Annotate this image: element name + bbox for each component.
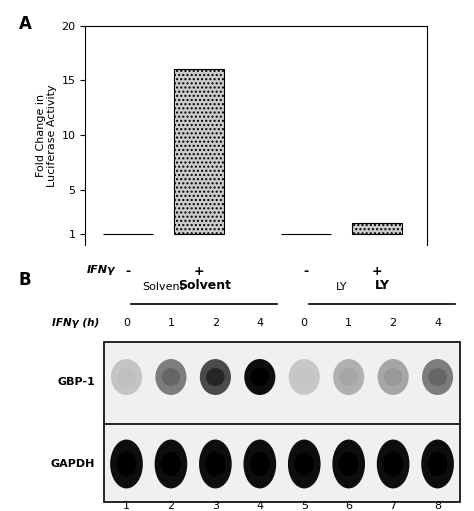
Text: IFNγ: IFNγ xyxy=(87,265,115,275)
Ellipse shape xyxy=(200,359,231,395)
Text: 5: 5 xyxy=(301,501,308,511)
Ellipse shape xyxy=(428,368,447,386)
Text: 1: 1 xyxy=(345,318,352,328)
Ellipse shape xyxy=(383,452,403,476)
Text: Solvent: Solvent xyxy=(178,280,231,292)
Ellipse shape xyxy=(378,359,409,395)
Y-axis label: Fold Change in
Luciferase Activity: Fold Change in Luciferase Activity xyxy=(36,84,57,187)
Ellipse shape xyxy=(206,452,225,476)
Ellipse shape xyxy=(206,368,225,386)
Ellipse shape xyxy=(339,368,358,386)
Text: 0: 0 xyxy=(123,318,130,328)
Ellipse shape xyxy=(289,359,320,395)
Text: 4: 4 xyxy=(434,318,441,328)
Ellipse shape xyxy=(117,368,136,386)
Ellipse shape xyxy=(155,439,187,489)
Text: -: - xyxy=(126,265,130,278)
Text: 3: 3 xyxy=(212,501,219,511)
Text: 0: 0 xyxy=(301,318,308,328)
Ellipse shape xyxy=(244,359,275,395)
Text: 4: 4 xyxy=(256,318,264,328)
Text: LY: LY xyxy=(336,282,347,292)
Ellipse shape xyxy=(117,452,137,476)
Ellipse shape xyxy=(250,368,269,386)
Bar xyxy=(352,223,401,234)
Ellipse shape xyxy=(294,452,314,476)
Text: A: A xyxy=(19,15,32,33)
Ellipse shape xyxy=(161,452,181,476)
Ellipse shape xyxy=(377,439,410,489)
Ellipse shape xyxy=(339,452,358,476)
Ellipse shape xyxy=(333,359,364,395)
Text: GAPDH: GAPDH xyxy=(50,459,95,469)
Ellipse shape xyxy=(250,452,270,476)
Ellipse shape xyxy=(199,439,232,489)
Ellipse shape xyxy=(110,439,143,489)
Ellipse shape xyxy=(162,368,180,386)
Text: 6: 6 xyxy=(345,501,352,511)
Text: -: - xyxy=(303,265,308,278)
Ellipse shape xyxy=(288,439,320,489)
Ellipse shape xyxy=(421,439,454,489)
Ellipse shape xyxy=(332,439,365,489)
Text: 4: 4 xyxy=(256,501,264,511)
Text: 8: 8 xyxy=(434,501,441,511)
Text: GBP-1: GBP-1 xyxy=(57,377,95,387)
Text: Solvent: Solvent xyxy=(143,282,184,292)
Ellipse shape xyxy=(244,439,276,489)
Text: B: B xyxy=(19,271,32,289)
Ellipse shape xyxy=(155,359,186,395)
Ellipse shape xyxy=(111,359,142,395)
Text: 7: 7 xyxy=(390,501,397,511)
Text: +: + xyxy=(372,265,382,278)
Bar xyxy=(174,69,224,234)
Text: LY: LY xyxy=(374,280,390,292)
Text: 1: 1 xyxy=(123,501,130,511)
Text: +: + xyxy=(194,265,204,278)
Text: IFNγ (h): IFNγ (h) xyxy=(52,318,100,328)
Ellipse shape xyxy=(428,452,447,476)
Ellipse shape xyxy=(295,368,314,386)
Ellipse shape xyxy=(422,359,453,395)
Ellipse shape xyxy=(384,368,402,386)
Text: 1: 1 xyxy=(167,318,174,328)
Text: 2: 2 xyxy=(167,501,174,511)
Text: 2: 2 xyxy=(212,318,219,328)
Text: 2: 2 xyxy=(390,318,397,328)
